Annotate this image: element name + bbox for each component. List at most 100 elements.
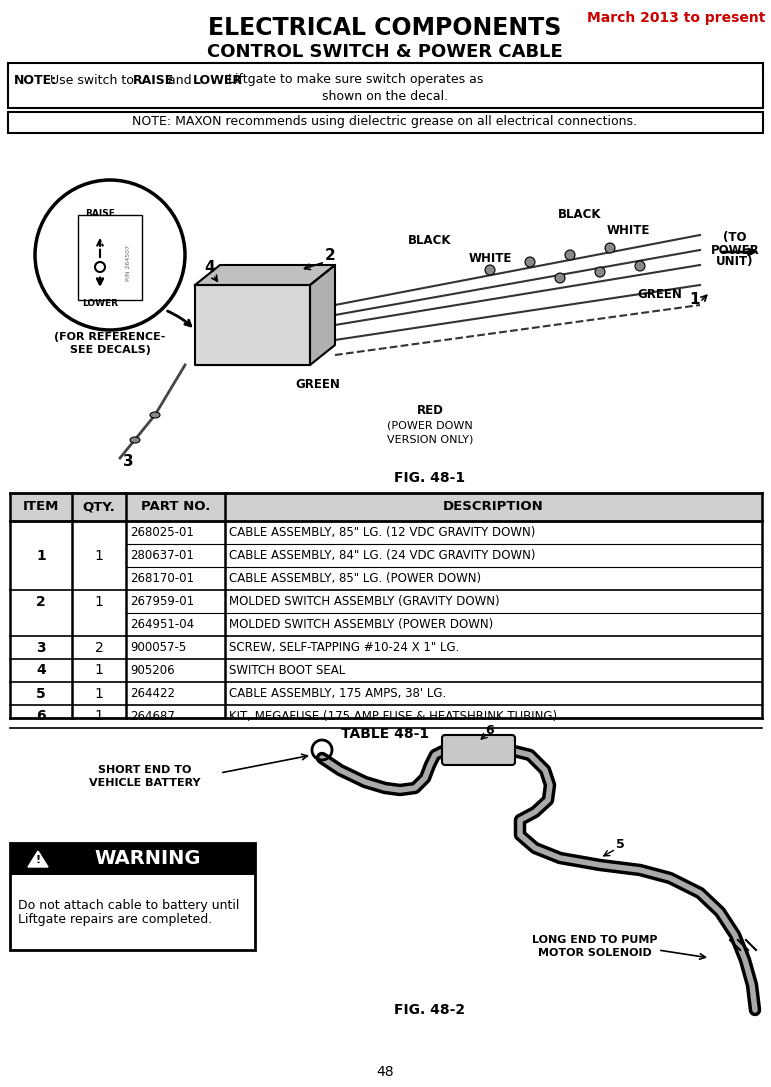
Text: GREEN: GREEN: [638, 288, 682, 301]
Text: LONG END TO PUMP: LONG END TO PUMP: [532, 935, 658, 945]
Text: ELECTRICAL COMPONENTS: ELECTRICAL COMPONENTS: [208, 16, 562, 40]
Text: (TO: (TO: [723, 232, 747, 245]
Text: 1: 1: [95, 710, 103, 724]
Text: 48: 48: [376, 1065, 394, 1079]
Text: 4: 4: [36, 663, 46, 677]
Text: PART NO.: PART NO.: [141, 500, 210, 513]
Text: BLACK: BLACK: [558, 209, 601, 222]
Text: 1: 1: [36, 549, 46, 562]
Text: RAISE: RAISE: [133, 74, 173, 87]
Text: 2: 2: [95, 640, 103, 654]
Text: MOLDED SWITCH ASSEMBLY (POWER DOWN): MOLDED SWITCH ASSEMBLY (POWER DOWN): [229, 619, 493, 630]
Bar: [10, 659, 762, 682]
Bar: [10, 613, 762, 636]
Text: WHITE: WHITE: [606, 224, 650, 237]
Text: 1: 1: [690, 292, 700, 308]
Text: 1: 1: [95, 549, 103, 562]
Text: BLACK: BLACK: [409, 234, 452, 247]
Text: CABLE ASSEMBLY, 84" LG. (24 VDC GRAVITY DOWN): CABLE ASSEMBLY, 84" LG. (24 VDC GRAVITY …: [229, 549, 536, 562]
Text: Do not attach cable to battery until
Liftgate repairs are completed.: Do not attach cable to battery until Lif…: [18, 899, 239, 926]
Text: NOTE: MAXON recommends using dielectric grease on all electrical connections.: NOTE: MAXON recommends using dielectric …: [133, 115, 638, 128]
Text: 900057-5: 900057-5: [130, 641, 187, 654]
Text: shown on the decal.: shown on the decal.: [322, 89, 448, 102]
Text: 1: 1: [95, 687, 103, 700]
Text: DESCRIPTION: DESCRIPTION: [443, 500, 544, 513]
Text: 5: 5: [615, 838, 625, 851]
Text: Liftgate to make sure switch operates as: Liftgate to make sure switch operates as: [224, 74, 484, 87]
Text: 5: 5: [36, 687, 46, 700]
Text: WHITE: WHITE: [468, 251, 512, 264]
Text: 3: 3: [123, 454, 133, 470]
Bar: [10, 636, 762, 659]
Bar: [10, 844, 255, 875]
Text: VEHICLE BATTERY: VEHICLE BATTERY: [89, 778, 200, 788]
Text: RED: RED: [416, 403, 443, 416]
Bar: [10, 875, 255, 950]
Text: ITEM: ITEM: [23, 500, 59, 513]
Bar: [10, 493, 762, 521]
Bar: [8, 112, 763, 133]
Circle shape: [565, 250, 575, 260]
Text: FIG. 48-1: FIG. 48-1: [395, 471, 466, 485]
Text: 268170-01: 268170-01: [130, 572, 194, 585]
Text: (FOR REFERENCE-: (FOR REFERENCE-: [54, 332, 166, 342]
Text: 280637-01: 280637-01: [130, 549, 194, 562]
Bar: [10, 544, 762, 567]
Circle shape: [605, 243, 615, 253]
Text: 267959-01: 267959-01: [130, 595, 194, 608]
Text: 268025-01: 268025-01: [130, 526, 194, 539]
Text: 4: 4: [204, 261, 215, 275]
Text: P/N 264507: P/N 264507: [126, 245, 130, 282]
Text: POWER: POWER: [711, 243, 759, 257]
Polygon shape: [195, 285, 310, 365]
Text: SHORT END TO: SHORT END TO: [99, 765, 192, 775]
Text: 2: 2: [36, 595, 46, 609]
Text: March 2013 to present: March 2013 to present: [587, 11, 765, 25]
Bar: [78, 215, 142, 300]
Text: 905206: 905206: [130, 664, 174, 677]
Circle shape: [525, 257, 535, 267]
Text: CABLE ASSEMBLY, 85" LG. (POWER DOWN): CABLE ASSEMBLY, 85" LG. (POWER DOWN): [229, 572, 481, 585]
Text: TABLE 48-1: TABLE 48-1: [341, 727, 429, 741]
Text: MOLDED SWITCH ASSEMBLY (GRAVITY DOWN): MOLDED SWITCH ASSEMBLY (GRAVITY DOWN): [229, 595, 500, 608]
Text: UNIT): UNIT): [716, 255, 754, 268]
Polygon shape: [28, 851, 48, 867]
Circle shape: [35, 180, 185, 330]
Text: LOWER: LOWER: [193, 74, 243, 87]
Circle shape: [485, 265, 495, 275]
Text: QTY.: QTY.: [82, 500, 116, 513]
Text: WARNING: WARNING: [94, 850, 200, 869]
Bar: [10, 705, 762, 728]
Text: KIT, MEGAFUSE (175 AMP FUSE & HEATSHRINK TUBING): KIT, MEGAFUSE (175 AMP FUSE & HEATSHRINK…: [229, 710, 557, 723]
Text: CONTROL SWITCH & POWER CABLE: CONTROL SWITCH & POWER CABLE: [207, 43, 563, 61]
Bar: [10, 682, 762, 705]
Text: NOTE:: NOTE:: [14, 74, 57, 87]
Text: 264687: 264687: [130, 710, 175, 723]
Text: SEE DECALS): SEE DECALS): [69, 345, 150, 355]
Text: CABLE ASSEMBLY, 175 AMPS, 38' LG.: CABLE ASSEMBLY, 175 AMPS, 38' LG.: [229, 687, 446, 700]
Text: GREEN: GREEN: [295, 378, 341, 391]
Circle shape: [595, 267, 605, 277]
FancyBboxPatch shape: [442, 735, 515, 765]
Text: SWITCH BOOT SEAL: SWITCH BOOT SEAL: [229, 664, 345, 677]
Text: Use switch to: Use switch to: [45, 74, 137, 87]
Text: LOWER: LOWER: [82, 299, 118, 308]
Circle shape: [635, 261, 645, 271]
Text: 264951-04: 264951-04: [130, 619, 194, 630]
Text: 1: 1: [95, 595, 103, 609]
Text: (POWER DOWN: (POWER DOWN: [387, 420, 473, 430]
Text: CABLE ASSEMBLY, 85" LG. (12 VDC GRAVITY DOWN): CABLE ASSEMBLY, 85" LG. (12 VDC GRAVITY …: [229, 526, 535, 539]
Text: and: and: [164, 74, 196, 87]
Text: 264422: 264422: [130, 687, 175, 700]
Text: 6: 6: [486, 724, 494, 737]
Text: !: !: [35, 855, 41, 865]
Bar: [10, 521, 762, 544]
Text: FIG. 48-2: FIG. 48-2: [395, 1003, 466, 1017]
Circle shape: [555, 273, 565, 283]
Bar: [10, 844, 255, 950]
Ellipse shape: [150, 412, 160, 418]
Bar: [8, 63, 763, 108]
Text: RAISE: RAISE: [85, 209, 115, 217]
Text: VERSION ONLY): VERSION ONLY): [387, 435, 473, 445]
Text: 2: 2: [325, 248, 335, 262]
